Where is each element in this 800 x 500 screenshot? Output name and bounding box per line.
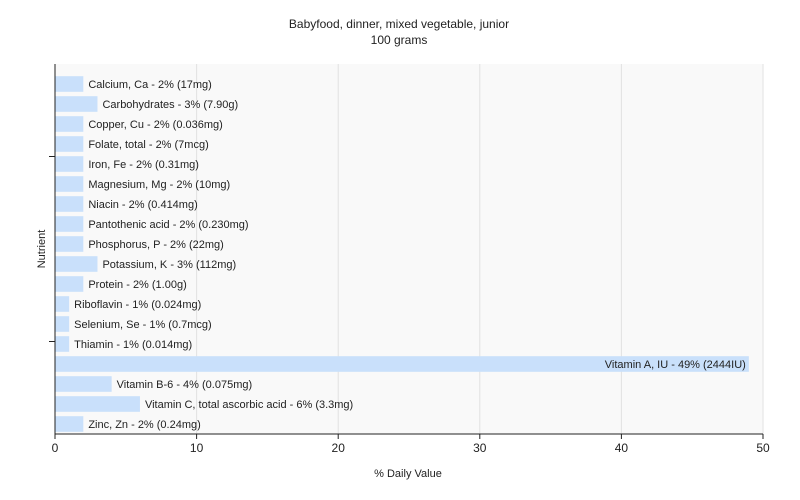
bar xyxy=(55,316,70,332)
bar-label: Riboflavin - 1% (0.024mg) xyxy=(74,299,201,311)
x-tick-label: 40 xyxy=(615,441,629,455)
bar-label: Copper, Cu - 2% (0.036mg) xyxy=(88,119,223,131)
bar xyxy=(55,296,70,312)
bar-label: Folate, total - 2% (7mcg) xyxy=(88,139,208,151)
bar xyxy=(55,356,749,372)
bar xyxy=(55,396,140,412)
bars xyxy=(55,76,749,432)
chart-title: Babyfood, dinner, mixed vegetable, junio… xyxy=(289,17,509,31)
x-axis-title: % Daily Value xyxy=(374,468,442,480)
bar-label: Selenium, Se - 1% (0.7mcg) xyxy=(74,319,212,331)
bar-label: Zinc, Zn - 2% (0.24mg) xyxy=(88,419,200,431)
bar-label: Phosphorus, P - 2% (22mg) xyxy=(88,239,224,251)
bar xyxy=(55,196,84,212)
x-tick-label: 10 xyxy=(190,441,204,455)
bar xyxy=(55,76,84,92)
bar xyxy=(55,96,98,112)
bar-label: Thiamin - 1% (0.014mg) xyxy=(74,339,192,351)
bar-label: Vitamin A, IU - 49% (2444IU) xyxy=(605,359,746,371)
bar xyxy=(55,216,84,232)
bar-label: Vitamin C, total ascorbic acid - 6% (3.3… xyxy=(145,399,353,411)
bar-label: Potassium, K - 3% (112mg) xyxy=(102,259,236,271)
bar-label: Pantothenic acid - 2% (0.230mg) xyxy=(88,219,248,231)
bar xyxy=(55,336,70,352)
bar-label: Calcium, Ca - 2% (17mg) xyxy=(88,79,211,91)
bar-label: Niacin - 2% (0.414mg) xyxy=(88,199,197,211)
bar-label: Vitamin B-6 - 4% (0.075mg) xyxy=(117,379,253,391)
bar-label: Protein - 2% (1.00g) xyxy=(88,279,186,291)
bar-label: Iron, Fe - 2% (0.31mg) xyxy=(88,159,199,171)
x-tick-label: 20 xyxy=(332,441,346,455)
x-tick-label: 30 xyxy=(473,441,487,455)
gridlines xyxy=(196,64,764,434)
bar xyxy=(55,116,84,132)
x-tick-label: 50 xyxy=(756,441,770,455)
chart-subtitle: 100 grams xyxy=(371,33,428,47)
bar-labels: Calcium, Ca - 2% (17mg) Carbohydrates - 3… xyxy=(74,79,746,431)
bar xyxy=(55,136,84,152)
bar xyxy=(55,156,84,172)
axes xyxy=(49,64,763,435)
bar xyxy=(55,276,84,292)
bar xyxy=(55,236,84,252)
bar xyxy=(55,416,84,432)
bar xyxy=(55,376,112,392)
y-axis-title: Nutrient xyxy=(36,230,48,269)
x-tick-label: 0 xyxy=(52,441,59,455)
bar xyxy=(55,256,98,272)
bar-label: Carbohydrates - 3% (7.90g) xyxy=(102,99,238,111)
plot-area xyxy=(55,64,763,434)
bar-label: Magnesium, Mg - 2% (10mg) xyxy=(88,179,230,191)
bar xyxy=(55,176,84,192)
x-ticks: 0 10 20 30 40 50 xyxy=(52,434,770,455)
